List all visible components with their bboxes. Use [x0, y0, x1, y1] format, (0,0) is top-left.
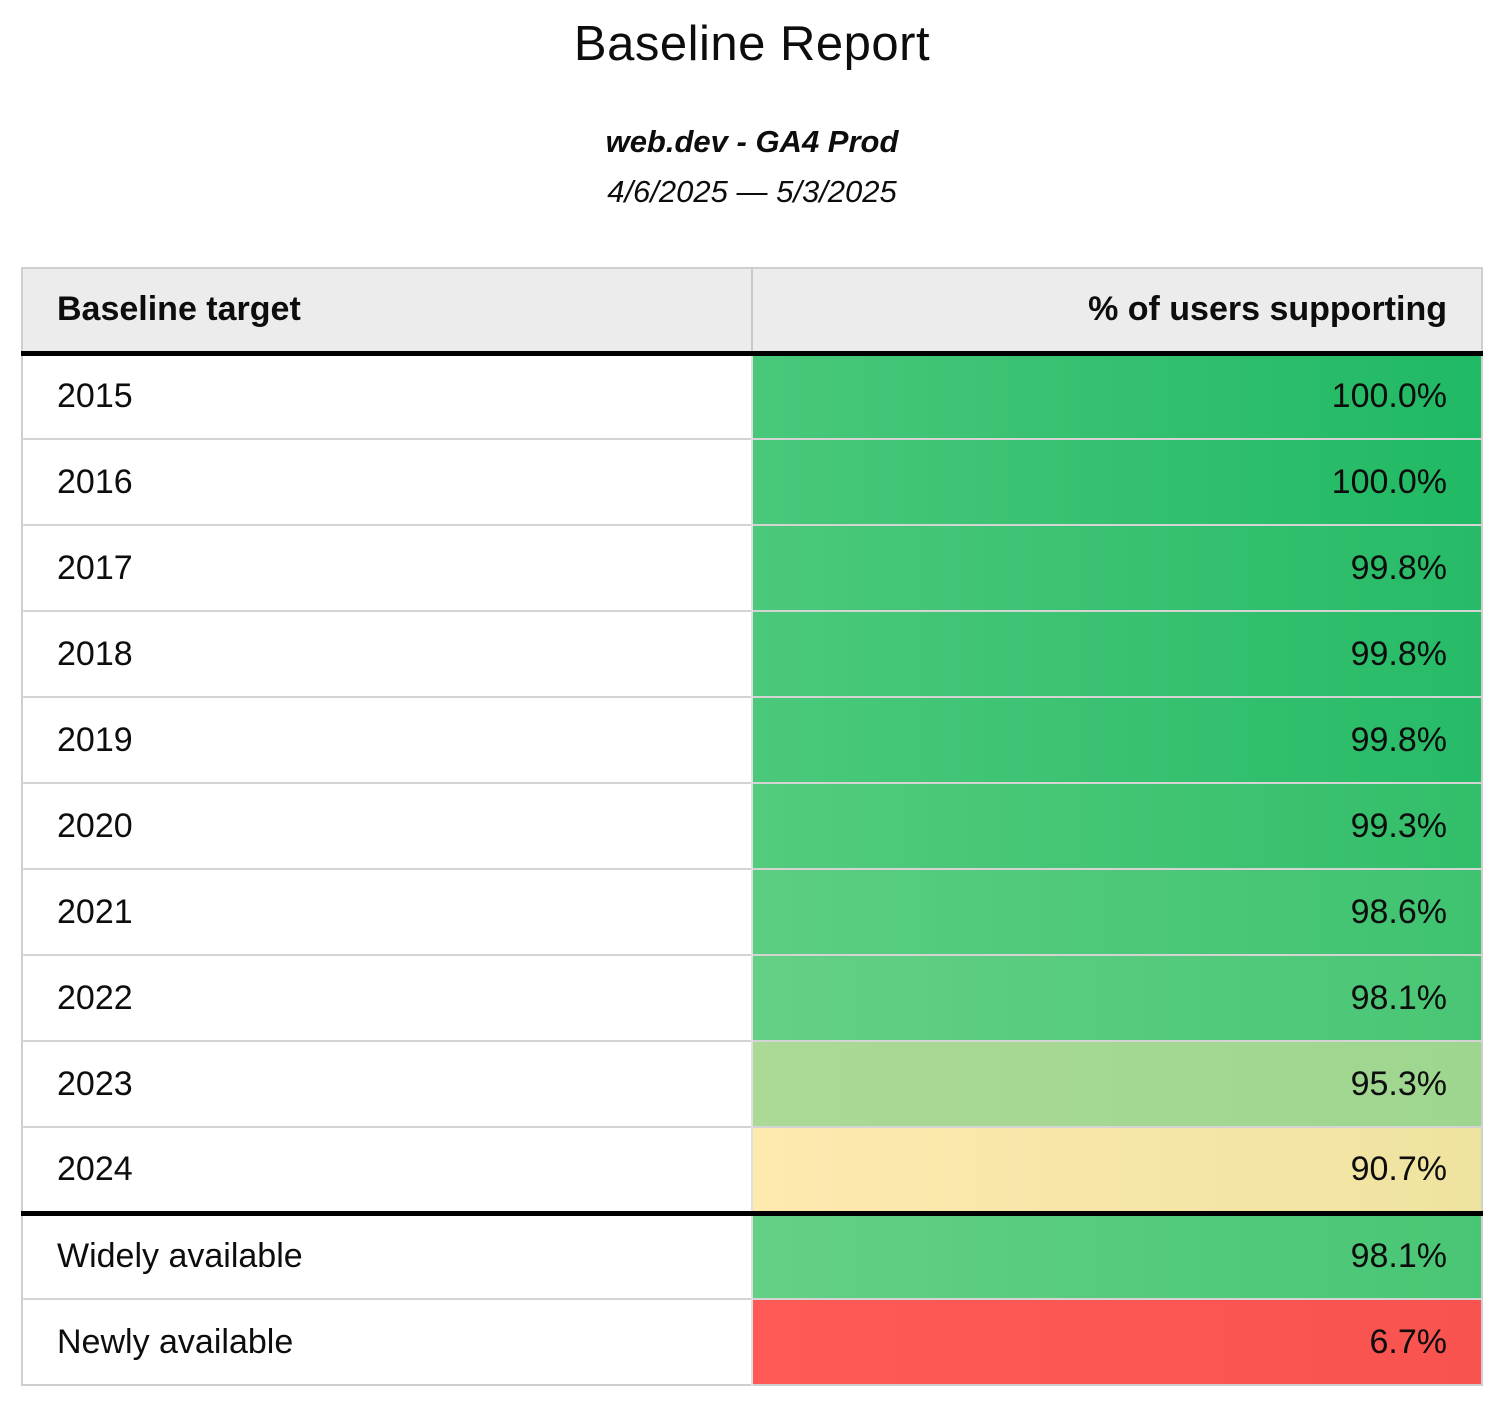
table-row-widely-available: Widely available 98.1%	[22, 1210, 1482, 1299]
row-label: 2015	[22, 353, 752, 439]
row-value-cell: 98.1%	[751, 1210, 1482, 1299]
row-label: 2021	[22, 868, 752, 955]
row-value-cell: 100.0%	[751, 353, 1482, 439]
table-header: Baseline target % of users supporting	[22, 268, 1482, 356]
row-label: 2023	[22, 1040, 752, 1127]
column-header-baseline-target: Baseline target	[22, 268, 752, 356]
table-row-2020: 2020 99.3%	[22, 782, 1482, 869]
row-label: 2020	[22, 782, 752, 869]
table-row-2017: 2017 99.8%	[22, 524, 1482, 611]
report-source-subtitle: web.dev - GA4 Prod	[605, 124, 899, 159]
row-label: 2024	[22, 1126, 752, 1213]
table-row-2015: 2015 100.0%	[22, 353, 1482, 439]
row-value-cell: 100.0%	[751, 438, 1482, 525]
table-row-2022: 2022 98.1%	[22, 954, 1482, 1041]
table-row-newly-available: Newly available 6.7%	[22, 1298, 1482, 1385]
row-value-cell: 99.8%	[751, 524, 1482, 611]
baseline-support-table: Baseline target % of users supporting 20…	[21, 267, 1483, 1386]
table-row-2024: 2024 90.7%	[22, 1126, 1482, 1213]
table-header-row: Baseline target % of users supporting	[22, 268, 1482, 356]
row-value-cell: 99.8%	[751, 696, 1482, 783]
row-value-cell: 98.6%	[751, 868, 1482, 955]
row-label: Newly available	[22, 1298, 752, 1385]
column-header-percent-users-supporting: % of users supporting	[751, 268, 1482, 356]
row-value-cell: 99.8%	[751, 610, 1482, 697]
row-label: 2017	[22, 524, 752, 611]
table-body: 2015 100.0% 2016 100.0% 2017 99.8% 2018 …	[22, 353, 1482, 1385]
report-date-range: 4/6/2025 — 5/3/2025	[607, 174, 897, 209]
table-row-2023: 2023 95.3%	[22, 1040, 1482, 1127]
table-row-2019: 2019 99.8%	[22, 696, 1482, 783]
row-label: 2016	[22, 438, 752, 525]
row-label: 2018	[22, 610, 752, 697]
row-value-cell: 98.1%	[751, 954, 1482, 1041]
page-title: Baseline Report	[573, 17, 931, 71]
row-value-cell: 99.3%	[751, 782, 1482, 869]
row-value-cell: 90.7%	[751, 1126, 1482, 1213]
row-label: 2019	[22, 696, 752, 783]
row-value-cell: 6.7%	[751, 1298, 1482, 1385]
table-row-2018: 2018 99.8%	[22, 610, 1482, 697]
row-value-cell: 95.3%	[751, 1040, 1482, 1127]
table-row-2016: 2016 100.0%	[22, 438, 1482, 525]
row-label: 2022	[22, 954, 752, 1041]
table-row-2021: 2021 98.6%	[22, 868, 1482, 955]
row-label: Widely available	[22, 1210, 752, 1299]
